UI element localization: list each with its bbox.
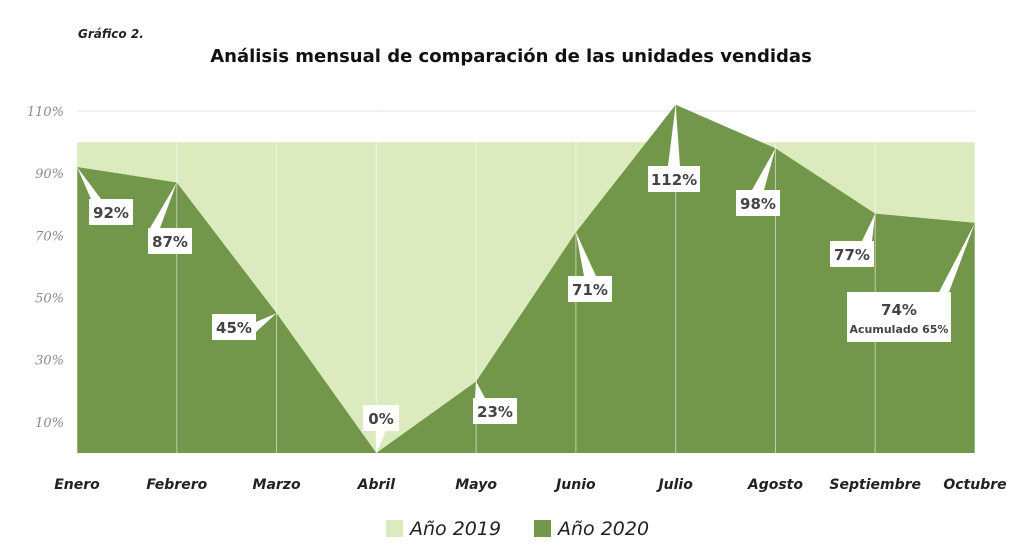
x-axis-ticks: Enero Febrero Marzo Abril Mayo Junio Julio Agos… [54,477,1006,493]
data-label-callout: 112% [648,104,700,192]
legend-label: Año 2020 [556,518,649,540]
x-tick-label: Septiembre [829,477,921,493]
data-label-callout: 23% [473,381,517,424]
x-tick-label: Abril [357,477,396,493]
callout-pointer [475,381,485,398]
data-label: 77% [834,246,870,264]
x-tick-label: Julio [655,477,693,493]
callout-pointer [862,213,876,241]
callout-box [736,190,780,216]
data-label: 74% [881,301,917,319]
legend-swatch [534,520,551,537]
callout-box [363,405,399,431]
x-tick-label: Agosto [747,477,804,493]
callout-box [568,276,612,302]
data-label-accumulated: Acumulado 65% [850,323,949,336]
data-label: 92% [93,204,129,222]
x-tick-label: Febrero [146,477,207,493]
x-tick-label: Junio [553,477,596,493]
data-label: 0% [368,410,393,428]
y-tick-label: 50% [35,292,64,307]
data-label: 71% [572,281,608,299]
callout-box [148,228,192,254]
x-tick-label: Enero [54,477,100,493]
data-label-callout: 71% [568,232,612,302]
callout-pointer [77,166,101,199]
callout-pointer [150,182,177,228]
legend-item: Año 2020 [534,518,649,540]
data-label-callout: 98% [736,148,780,216]
callout-box [473,398,517,424]
data-label-callout: 0% [363,405,399,453]
callout-box [89,199,133,225]
data-label: 98% [740,195,776,213]
legend-label: Año 2019 [408,518,501,540]
chart-title: Análisis mensual de comparación de las u… [210,46,812,67]
callout-box [212,314,256,340]
plot-areas [77,104,975,454]
callout-box [648,166,700,192]
legend: Año 2019 Año 2020 [386,518,649,540]
legend-swatch [386,520,403,537]
data-label: 112% [651,171,697,189]
data-label: 23% [477,403,513,421]
data-label-callout: 45% [212,313,277,340]
x-tick-label: Marzo [253,477,301,493]
y-axis-ticks: 10% 30% 50% 70% 90% 110% [27,105,64,431]
legend-item: Año 2019 [386,518,501,540]
y-tick-label: 110% [27,105,64,120]
x-tick-label: Mayo [455,477,497,493]
callout-pointer [256,313,277,332]
callout-pointer [939,222,975,292]
data-label: 87% [152,233,188,251]
data-label-callout: 74% Acumulado 65% [847,222,975,342]
data-label: 45% [216,319,252,337]
y-tick-label: 10% [35,416,64,431]
x-tick-label: Octubre [943,477,1006,493]
callout-pointer [376,431,386,453]
callout-box [847,292,951,342]
data-label-callout: 92% [77,166,133,225]
y-tick-label: 30% [35,354,64,369]
callout-pointer [668,104,680,166]
chart-caption: Gráfico 2. [78,27,144,41]
callout-box [830,241,874,267]
data-label-callout: 87% [148,182,192,254]
callout-pointer [752,148,776,190]
y-tick-label: 70% [35,229,64,244]
data-label-callout: 77% [830,213,876,267]
callout-pointer [575,232,596,276]
data-labels: 92% 87% 45% 0% 23% 71% 112% 98% 77% 74% Acumulado … [77,104,975,453]
y-tick-label: 90% [35,167,64,182]
